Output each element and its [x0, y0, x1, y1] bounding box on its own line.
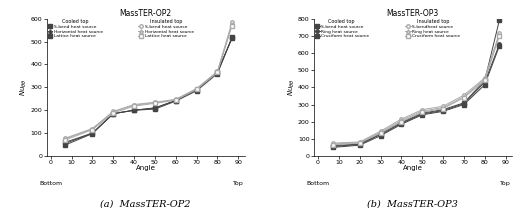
- Text: (a)  MassTER-OP2: (a) MassTER-OP2: [100, 200, 191, 208]
- Legend: S-bendheat source, Ring heat source, Cruciform heat source: S-bendheat source, Ring heat source, Cru…: [405, 19, 461, 39]
- Legend: S-bend heat source, Horizontal heat source, Lattice heat source: S-bend heat source, Horizontal heat sour…: [138, 19, 194, 39]
- X-axis label: Angle: Angle: [403, 165, 423, 171]
- Text: (b)  MassTER-OP3: (b) MassTER-OP3: [368, 200, 458, 208]
- Y-axis label: $Nu_{\theta\theta}$: $Nu_{\theta\theta}$: [19, 79, 29, 96]
- Text: Bottom: Bottom: [39, 181, 62, 186]
- Text: Top: Top: [500, 181, 511, 186]
- Title: MassTER-OP2: MassTER-OP2: [119, 9, 172, 18]
- Y-axis label: $Nu_{\theta\theta}$: $Nu_{\theta\theta}$: [286, 79, 297, 96]
- Text: Top: Top: [233, 181, 244, 186]
- X-axis label: Angle: Angle: [135, 165, 156, 171]
- Text: Bottom: Bottom: [307, 181, 329, 186]
- Title: MassTER-OP3: MassTER-OP3: [387, 9, 439, 18]
